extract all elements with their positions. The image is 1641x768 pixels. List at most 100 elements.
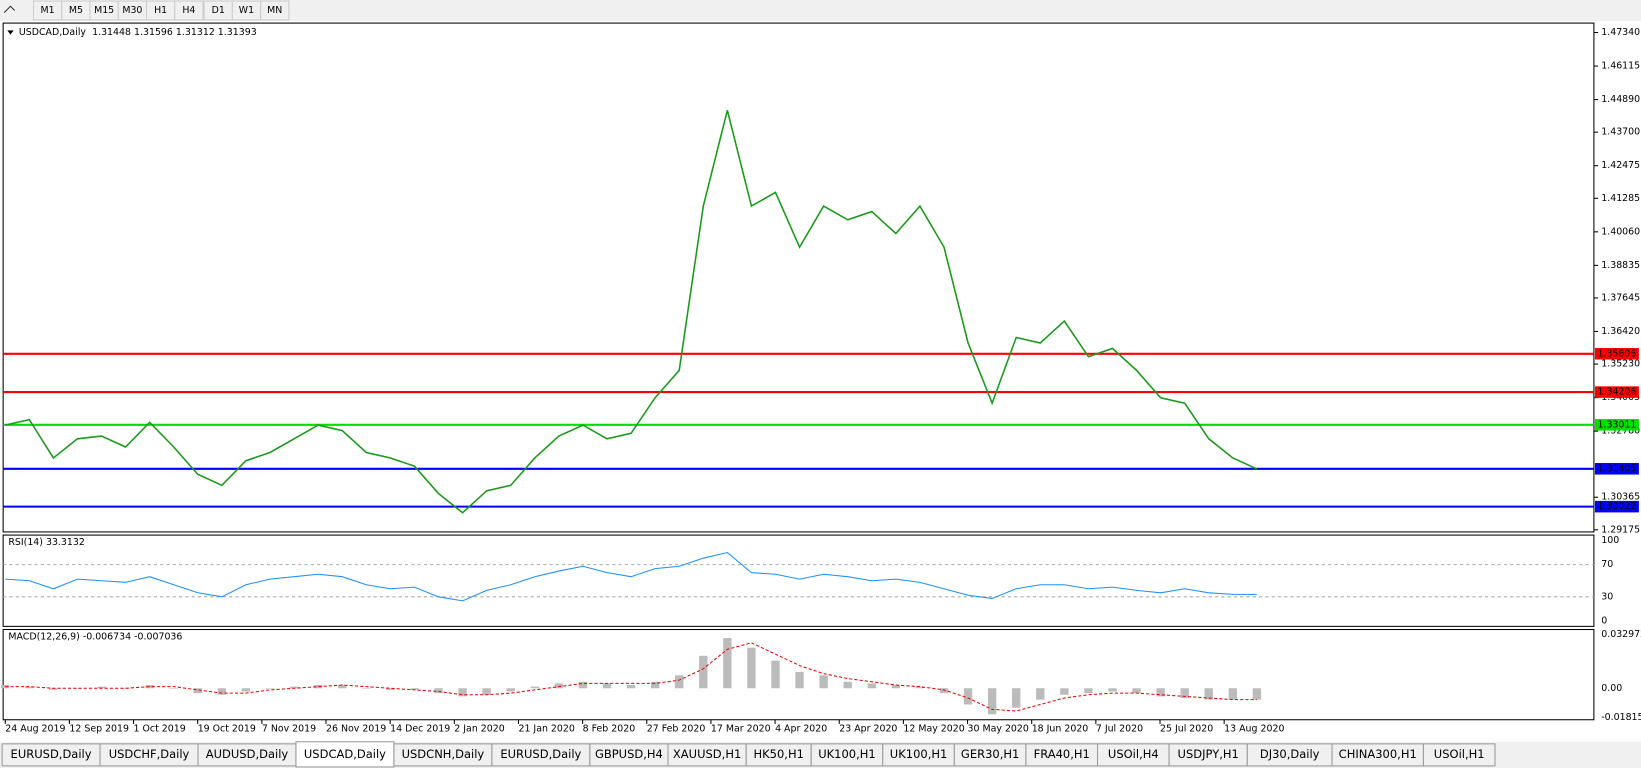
y-tick-label: 100 (1601, 535, 1619, 546)
timeframe-label[interactable]: D1 (212, 5, 225, 16)
tab-label[interactable]: GBPUSD,H4 (595, 747, 663, 761)
macd-bar (1012, 688, 1021, 708)
macd-bar (867, 683, 876, 689)
timeframe-button[interactable] (260, 0, 290, 21)
macd-bar (241, 688, 251, 692)
macd-bar (506, 688, 515, 692)
tab-label[interactable]: USDJPY,H1 (1178, 747, 1239, 761)
timeframe-label[interactable]: H1 (154, 5, 167, 16)
x-tick-label: 25 Jul 2020 (1160, 724, 1213, 735)
macd-bar (1060, 688, 1069, 695)
tab-label[interactable]: UK100,H1 (890, 747, 948, 761)
level-label: 1.35606 (1597, 348, 1636, 359)
tab-label[interactable]: XAUUSD,H1 (673, 747, 741, 761)
x-tick-label: 27 Feb 2020 (647, 724, 706, 735)
macd-bar (675, 675, 684, 689)
macd-bar (25, 686, 34, 689)
macd-bar (554, 683, 564, 689)
macd-bar (987, 688, 997, 715)
x-tick-label: 12 Sep 2019 (69, 724, 129, 735)
y-tick-label: 1.47340 (1601, 27, 1640, 38)
y-tick-label: 1.36420 (1601, 326, 1640, 337)
macd-bar (602, 683, 612, 689)
timeframe-label[interactable]: M30 (122, 5, 142, 16)
x-tick-label: 19 Oct 2019 (198, 724, 256, 735)
macd-bar (1180, 688, 1189, 699)
macd-bar (217, 688, 227, 695)
tab[interactable] (1422, 743, 1496, 767)
macd-bar (145, 685, 154, 689)
x-tick-label: 8 Feb 2020 (583, 724, 636, 735)
y-tick-label: 1.44890 (1601, 94, 1640, 105)
timeframe-label[interactable]: H4 (182, 5, 195, 16)
timeframe-label[interactable]: M5 (69, 5, 83, 16)
timeframe-label[interactable]: W1 (239, 5, 254, 16)
tab-label[interactable]: GER30,H1 (961, 747, 1019, 761)
x-tick-label: 7 Jul 2020 (1096, 724, 1143, 735)
tool-icon[interactable] (3, 5, 16, 13)
rsi-panel (2, 534, 1595, 627)
main-panel (2, 22, 1595, 533)
macd-bar (747, 647, 756, 689)
tab-label[interactable]: UK100,H1 (818, 747, 876, 761)
timeframe-label[interactable]: MN (267, 5, 282, 16)
macd-bar (289, 686, 299, 689)
macd-bar (699, 655, 708, 689)
level-label: 1.33011 (1597, 419, 1636, 430)
tab-label[interactable]: EURUSD,Daily (11, 747, 92, 761)
macd-bar (795, 672, 804, 689)
timeframe-label[interactable]: M1 (41, 5, 55, 16)
tab-label[interactable]: USOil,H1 (1434, 747, 1485, 761)
tab-label[interactable]: CHINA300,H1 (1339, 747, 1417, 761)
tab-label[interactable]: AUDUSD,Daily (206, 747, 289, 761)
macd-bar (650, 681, 660, 689)
y-tick-label: 1.38835 (1601, 260, 1640, 271)
x-tick-label: 24 Aug 2019 (5, 724, 65, 735)
x-tick-label: 17 Mar 2020 (711, 724, 771, 735)
ohlc: 1.31448 1.31596 1.31312 1.31393 (92, 27, 257, 38)
macd-bar (386, 688, 395, 690)
tab-label[interactable]: USOil,H4 (1108, 747, 1159, 761)
macd-bar (819, 675, 828, 689)
y-tick-label: 1.43700 (1601, 127, 1640, 138)
y-tick-label: 1.29175 (1601, 524, 1640, 535)
y-tick-label: 1.37645 (1601, 292, 1640, 303)
tab-label[interactable]: EURUSD,Daily (500, 747, 581, 761)
macd-bar (97, 686, 106, 689)
x-tick-label: 26 Nov 2019 (326, 724, 386, 735)
macd-bar (578, 681, 588, 689)
y-tick-label: 1.41285 (1601, 193, 1640, 204)
y-tick-label: 0.00 (1601, 683, 1622, 694)
x-tick-label: 13 Aug 2020 (1224, 724, 1284, 735)
macd-bar (1252, 688, 1262, 700)
macd-signal (5, 642, 1257, 712)
macd-title: MACD(12,26,9) -0.006734 -0.007036 (8, 631, 182, 642)
macd-bar (1156, 688, 1165, 697)
rsi-line (5, 551, 1257, 602)
macd-bar (626, 685, 636, 689)
macd-bar (1108, 688, 1117, 692)
timeframe-button[interactable] (174, 0, 204, 21)
tab[interactable] (295, 741, 395, 768)
tab-label[interactable]: HK50,H1 (753, 747, 803, 761)
y-tick-label: 0 (1601, 615, 1607, 626)
macd-bar (915, 686, 925, 689)
tab-label[interactable]: FRA40,H1 (1034, 747, 1090, 761)
tab-label[interactable]: USDCAD,Daily (304, 747, 386, 761)
tab-label[interactable]: USDCHF,Daily (109, 747, 190, 761)
tab-label[interactable]: DJ30,Daily (1260, 747, 1320, 761)
macd-bar (530, 686, 539, 689)
y-tick-label: 1.32780 (1601, 426, 1640, 437)
x-tick-label: 1 Oct 2019 (134, 724, 186, 735)
price-line (5, 110, 1258, 514)
macd-bar (843, 681, 852, 689)
timeframe-label[interactable]: M15 (94, 5, 114, 16)
macd-bar (49, 688, 58, 690)
macd-bar (1036, 688, 1045, 700)
level-label-box (1594, 347, 1639, 360)
x-tick-label: 2 Jan 2020 (454, 724, 504, 735)
y-tick-label: 1.35230 (1601, 359, 1640, 370)
tab-label[interactable]: USDCNH,Daily (402, 747, 485, 761)
collapse-icon[interactable] (7, 30, 14, 35)
